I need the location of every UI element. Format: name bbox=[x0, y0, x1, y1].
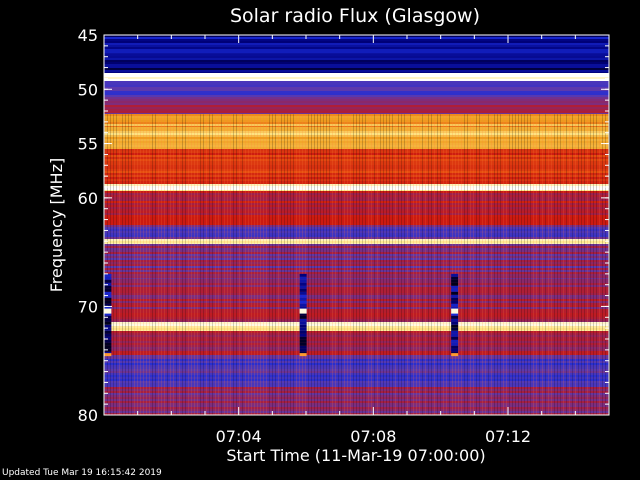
chart-title: Solar radio Flux (Glasgow) bbox=[230, 5, 480, 27]
spectral-band bbox=[104, 73, 609, 82]
updated-timestamp: Updated Tue Mar 19 16:15:42 2019 bbox=[2, 468, 162, 478]
x-tick-label: 07:12 bbox=[485, 427, 531, 446]
calibration-gap bbox=[451, 273, 459, 357]
x-axis: 07:04 07:08 07:12 bbox=[103, 35, 610, 446]
y-tick-label: 50 bbox=[78, 80, 98, 99]
spectral-band bbox=[104, 322, 609, 332]
spectral-band bbox=[104, 387, 609, 416]
spectral-band bbox=[104, 97, 609, 115]
y-tick-label: 60 bbox=[78, 189, 98, 208]
y-tick-label: 70 bbox=[78, 297, 98, 316]
y-axis-label: Frequency [MHz] bbox=[47, 158, 66, 292]
spectral-texture bbox=[104, 114, 609, 415]
spectral-band bbox=[104, 114, 609, 128]
spectral-band bbox=[104, 81, 609, 99]
spectral-band bbox=[104, 35, 609, 55]
y-tick-label: 80 bbox=[78, 406, 98, 425]
spectral-band bbox=[104, 149, 609, 186]
y-tick-label: 45 bbox=[78, 26, 98, 45]
calibration-gap bbox=[299, 273, 307, 357]
spectral-band bbox=[104, 191, 609, 226]
spectral-band bbox=[104, 244, 609, 280]
spectral-band bbox=[104, 355, 609, 389]
spectral-band bbox=[104, 54, 609, 74]
x-tick-label: 07:04 bbox=[216, 427, 262, 446]
x-tick-label: 07:08 bbox=[350, 427, 396, 446]
x-axis-label: Start Time (11-Mar-19 07:00:00) bbox=[226, 446, 485, 465]
y-tick-label: 55 bbox=[78, 135, 98, 154]
calibration-gap bbox=[104, 273, 112, 357]
y-axis: 45 50 55 60 70 80 bbox=[78, 26, 609, 425]
spectral-band bbox=[104, 184, 609, 192]
spectral-band bbox=[104, 239, 609, 245]
spectral-band bbox=[104, 127, 609, 150]
plot-area bbox=[104, 35, 609, 416]
